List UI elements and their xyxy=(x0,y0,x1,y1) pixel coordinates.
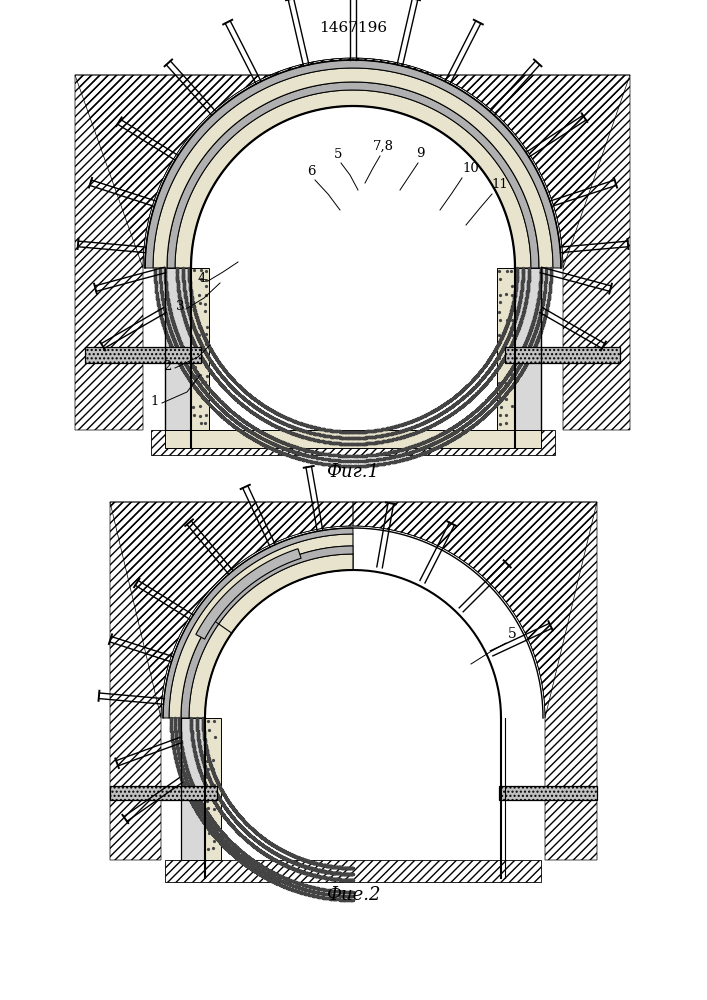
Polygon shape xyxy=(145,60,561,268)
Polygon shape xyxy=(165,430,541,448)
Polygon shape xyxy=(163,528,353,718)
Text: 2: 2 xyxy=(163,360,171,373)
Polygon shape xyxy=(218,554,353,633)
Polygon shape xyxy=(153,68,553,268)
Text: 4: 4 xyxy=(198,272,206,285)
Polygon shape xyxy=(167,82,539,268)
Text: 5: 5 xyxy=(508,627,517,641)
Text: Фиг.1: Фиг.1 xyxy=(327,463,380,481)
Text: Фие.2: Фие.2 xyxy=(326,886,380,904)
Polygon shape xyxy=(505,347,620,363)
Polygon shape xyxy=(497,268,515,430)
Polygon shape xyxy=(191,268,209,430)
Text: 10: 10 xyxy=(462,162,479,175)
Polygon shape xyxy=(181,718,205,860)
Polygon shape xyxy=(196,549,301,639)
Polygon shape xyxy=(165,268,191,430)
Text: 3: 3 xyxy=(176,300,185,313)
Polygon shape xyxy=(85,347,201,363)
Polygon shape xyxy=(189,554,353,718)
Polygon shape xyxy=(175,90,531,268)
Polygon shape xyxy=(205,718,221,860)
Text: 1467196: 1467196 xyxy=(319,21,387,35)
Text: 1: 1 xyxy=(150,395,158,408)
Polygon shape xyxy=(499,786,597,800)
Text: 7,8: 7,8 xyxy=(373,140,394,153)
Polygon shape xyxy=(515,268,541,430)
Text: 11: 11 xyxy=(491,178,508,191)
Text: 6: 6 xyxy=(307,165,315,178)
Polygon shape xyxy=(212,546,353,624)
Polygon shape xyxy=(181,546,353,718)
Polygon shape xyxy=(169,534,353,718)
Polygon shape xyxy=(110,786,217,800)
Text: 5: 5 xyxy=(334,148,342,161)
Text: 9: 9 xyxy=(416,147,424,160)
